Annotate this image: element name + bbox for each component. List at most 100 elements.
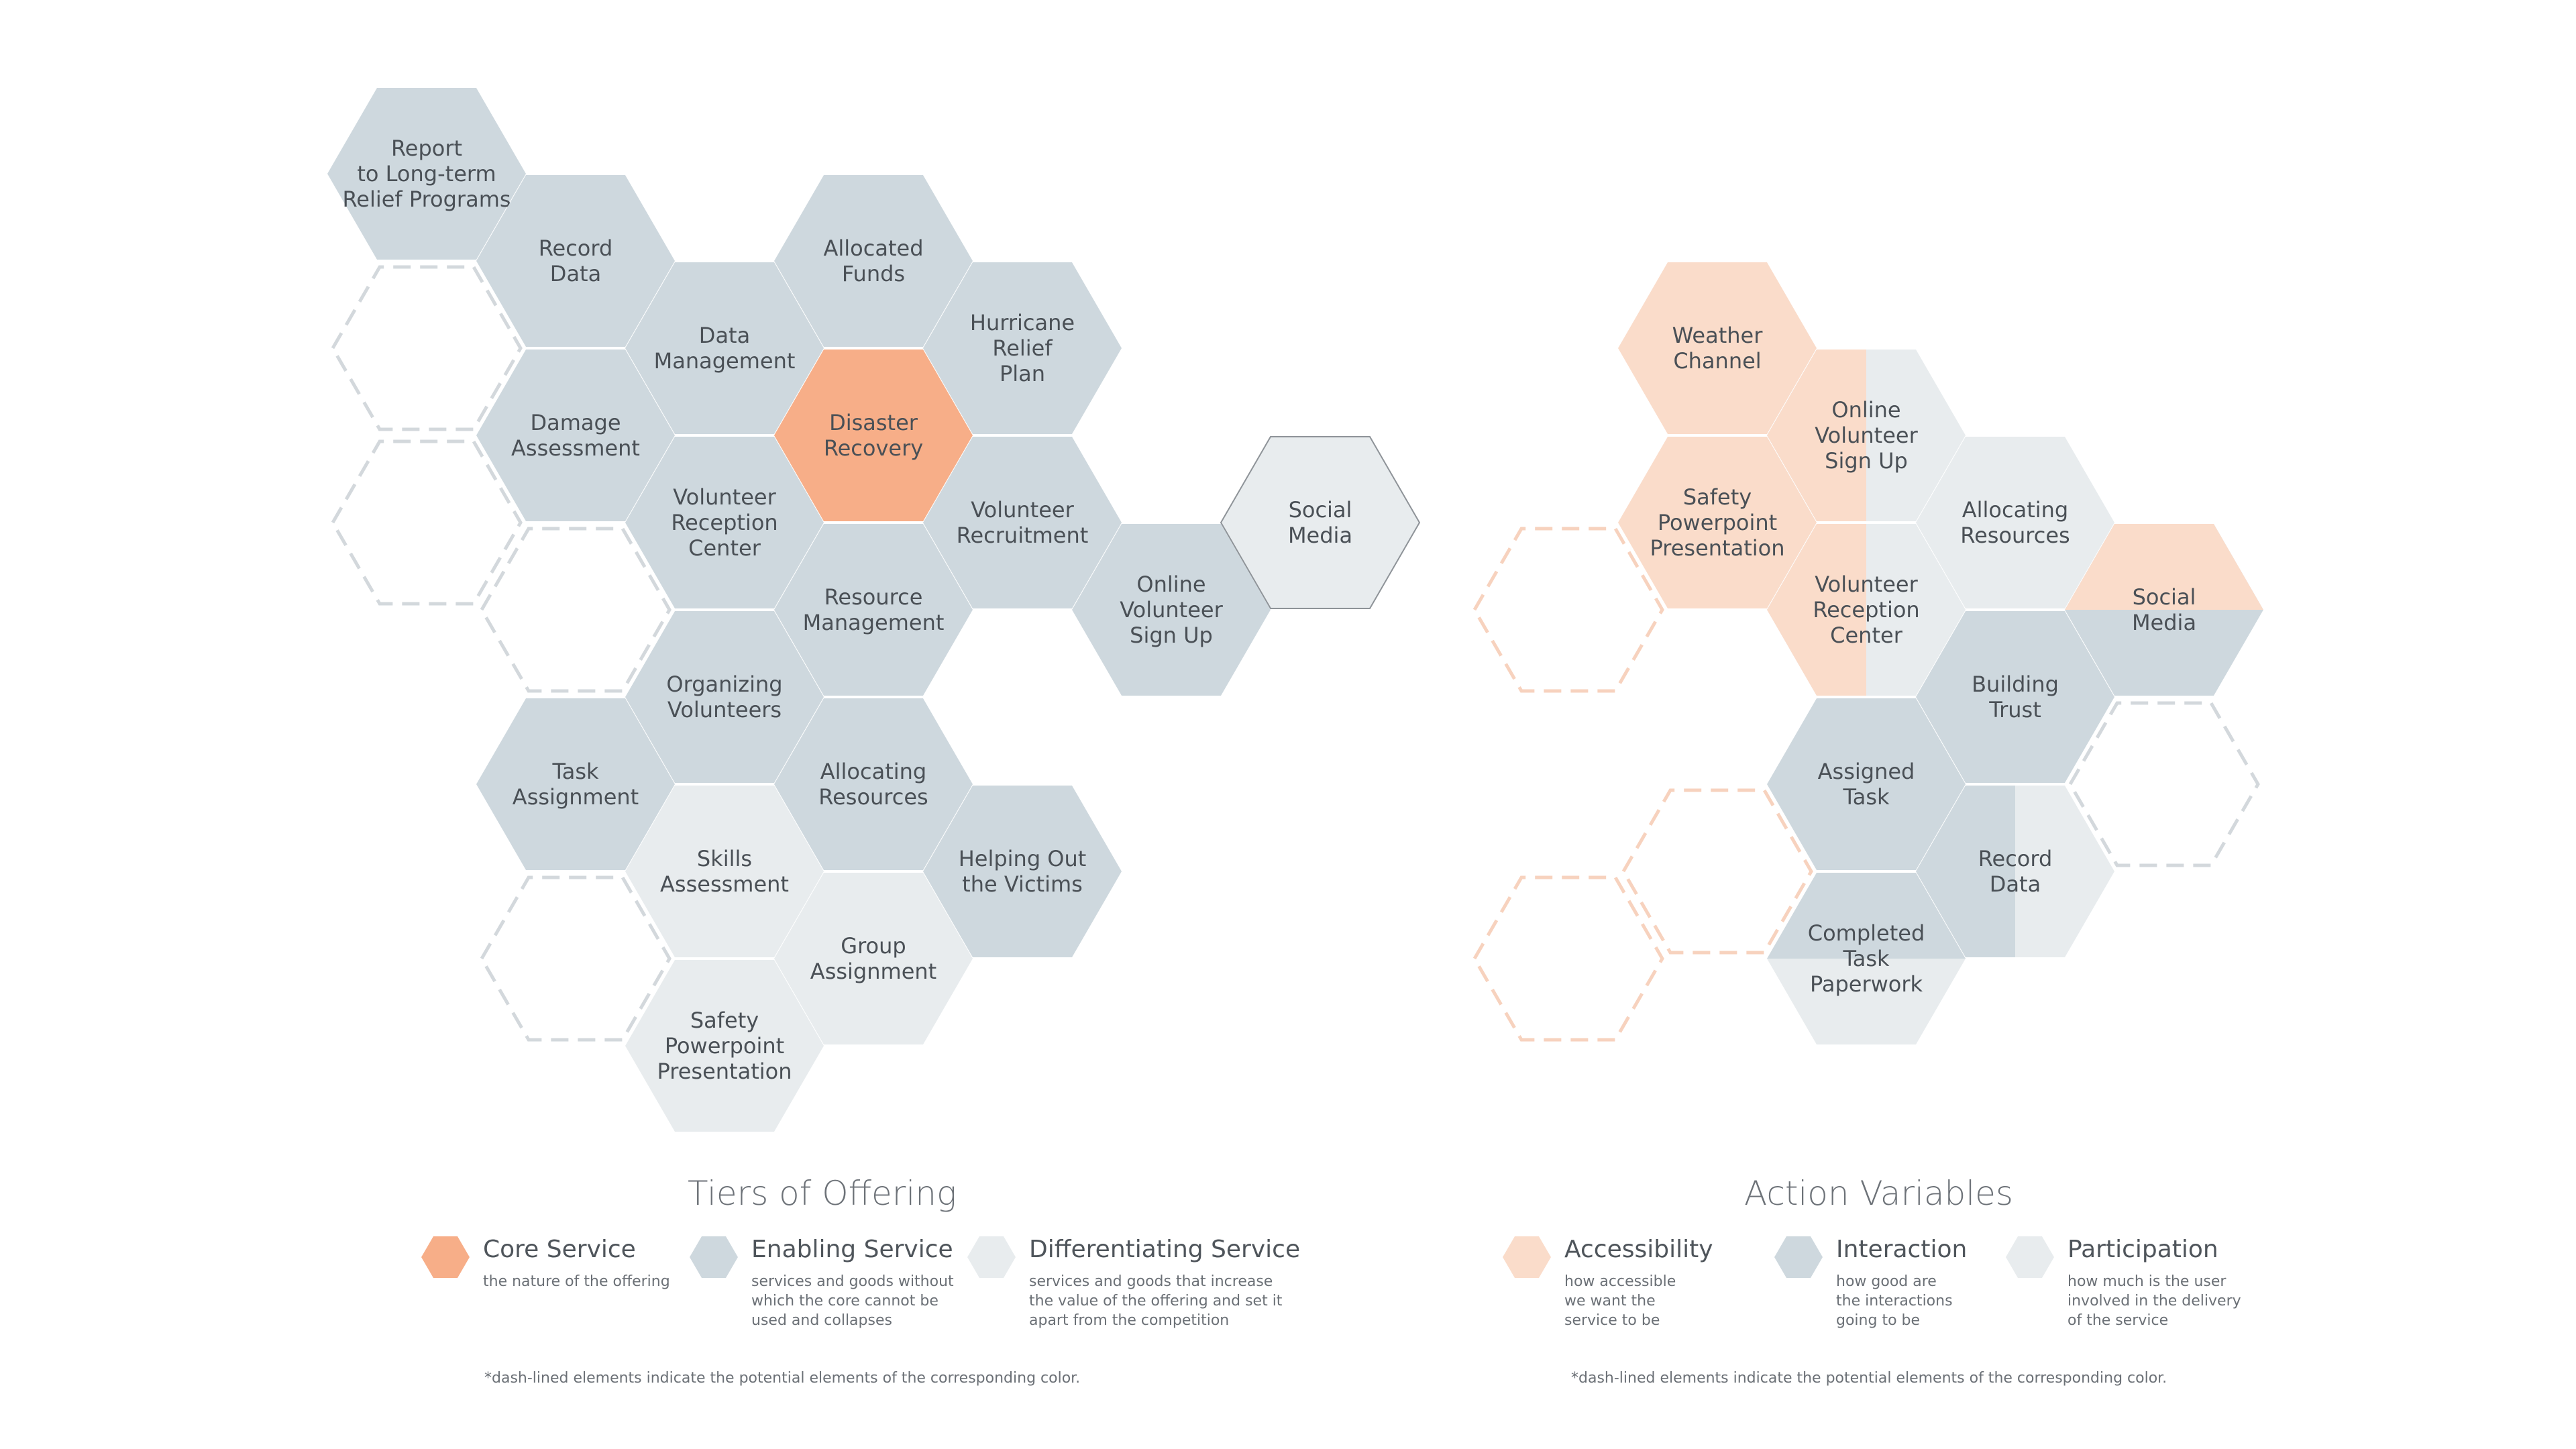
left-footnote: *dash-lined elements indicate the potent… <box>484 1370 1081 1387</box>
hexagon-shape-half <box>1767 350 1866 521</box>
hexagon-label: Record Data <box>539 235 613 286</box>
hexagon-social-media: Social Media <box>1220 436 1421 609</box>
hexagon-shape <box>327 88 526 260</box>
hexagon-shape <box>625 262 824 434</box>
legend-desc: how good are the interactions going to b… <box>1836 1273 1953 1329</box>
hexagon-shape-half <box>1767 524 1866 696</box>
hexagon-label: Volunteer Reception Center <box>671 484 777 561</box>
hexagon-label: Helping Out the Victims <box>959 846 1087 897</box>
hexagon-hurricane-relief-plan: Hurricane Relief Plan <box>923 262 1122 434</box>
hexagon-label: Safety Powerpoint Presentation <box>657 1008 792 1084</box>
action-hexagon-assigned-task: Assigned Task <box>1767 698 1966 870</box>
hexagon-shape <box>1220 436 1421 609</box>
hexagon-label: Volunteer Recruitment <box>957 497 1089 548</box>
dashed-hexagon-gray <box>480 875 672 1042</box>
hexagon-shape <box>625 611 824 783</box>
action-hexagon-completed-task-paperwork: Completed Task Paperwork <box>1767 873 1966 1044</box>
hexagon-label: Hurricane Relief Plan <box>970 310 1075 386</box>
hexagon-shape <box>625 960 824 1132</box>
hexagon-label: Online Volunteer Sign Up <box>1120 572 1223 648</box>
hexagon-shape-half <box>1916 786 2015 957</box>
action-hexagon-allocating-resources: Allocating Resources <box>1916 437 2114 608</box>
dashed-hexagon-gray <box>331 439 523 606</box>
hexagon-shape <box>625 437 824 608</box>
hexagon-label: Allocated Funds <box>824 235 924 286</box>
action-variables-hexagons: Weather Channel Online Volunteer Sign Up Safe… <box>1618 262 2263 1044</box>
legend-label: Accessibility <box>1564 1236 1713 1263</box>
hexagon-label: Volunteer Reception Center <box>1813 572 1919 648</box>
hexagon-disaster-recovery: Disaster Recovery <box>774 350 973 521</box>
interaction-swatch-icon <box>1774 1236 1823 1278</box>
hexagon-record-data: Record Data <box>476 175 675 347</box>
action-hexagon-safety-powerpoint-presentation: Safety Powerpoint Presentation <box>1618 437 1817 608</box>
hexagon-shape-half <box>1767 873 1966 959</box>
hexagon-data-management: Data Management <box>625 262 824 434</box>
hexagon-label: Skills Assessment <box>660 846 789 897</box>
dashed-hexagon-orange <box>1621 788 1813 955</box>
dashed-hexagon-orange <box>1472 527 1664 693</box>
legend-label: Participation <box>2068 1236 2218 1263</box>
right-diagram-title: Action Variables <box>1744 1174 2013 1213</box>
hexagon-shape <box>476 698 675 870</box>
hexagon-label: Weather Channel <box>1672 323 1764 374</box>
hexagon-label: Assigned Task <box>1818 759 1915 810</box>
legend-label: Core Service <box>483 1236 636 1263</box>
hexagon-shape <box>774 873 973 1044</box>
hexagon-label: Organizing Volunteers <box>666 672 782 722</box>
right-footnote: *dash-lined elements indicate the potent… <box>1571 1370 2167 1387</box>
hexagon-shape <box>1618 262 1817 434</box>
hexagon-shape <box>774 175 973 347</box>
hexagon-label: Disaster Recovery <box>824 410 923 461</box>
action-hexagon-weather-channel: Weather Channel <box>1618 262 1817 434</box>
hexagon-label: Building Trust <box>1972 672 2059 722</box>
action-hexagon-building-trust: Building Trust <box>1916 611 2114 783</box>
legend-label: Interaction <box>1836 1236 1968 1263</box>
differentiating-swatch-icon <box>967 1236 1016 1278</box>
hexagon-label: Record Data <box>1978 846 2053 897</box>
hexagon-label: Completed Task Paperwork <box>1808 920 1925 997</box>
hexagon-online-volunteer-signup: Online Volunteer Sign Up <box>1072 524 1271 696</box>
hexagon-helpingout-thevictims: Helping Out the Victims <box>923 786 1122 957</box>
participation-swatch-icon <box>2006 1236 2054 1278</box>
left-diagram-title: Tiers of Offering <box>688 1174 957 1213</box>
hexagon-damage-assessment: Damage Assessment <box>476 350 675 521</box>
legend-desc: how much is the user involved in the del… <box>2068 1273 2241 1329</box>
hexagon-volunteer-reception-center: Volunteer Reception Center <box>625 437 824 608</box>
action-hexagon-online-volunteer-signup: Online Volunteer Sign Up <box>1767 350 1966 521</box>
hexagon-label: Safety Powerpoint Presentation <box>1650 484 1785 561</box>
hexagon-group-assignment: Group Assignment <box>774 873 973 1044</box>
action-hexagon-social-media: Social Media <box>2065 524 2263 696</box>
hexagon-shape <box>1916 611 2114 783</box>
hexagon-label: Social Media <box>2132 584 2196 635</box>
hexagon-shape <box>476 350 675 521</box>
hexagon-shape <box>476 175 675 347</box>
hexagon-volunteer-recruitment: Volunteer Recruitment <box>923 437 1122 608</box>
hexagon-shape <box>625 786 824 957</box>
hexagon-shape <box>774 524 973 696</box>
dashed-hexagon-gray <box>2068 701 2260 867</box>
hexagon-label: Data Management <box>654 323 796 374</box>
legend-desc: the nature of the offering <box>483 1273 670 1290</box>
hexagon-label: Damage Assessment <box>511 410 640 461</box>
action-hexagon-record-data: Record Data <box>1916 786 2114 957</box>
hexagon-label: Group Assignment <box>810 933 936 984</box>
hexagon-shape <box>923 262 1122 434</box>
legend-desc: services and goods that increase the val… <box>1029 1273 1283 1329</box>
hexagon-label: Allocating Resources <box>1960 497 2070 548</box>
dashed-hexagon-gray <box>480 527 672 693</box>
hexagon-label: Report to Long-term Relief Programs <box>342 136 511 212</box>
hexagon-shape <box>1767 698 1966 870</box>
hexagon-shape <box>1916 437 2114 608</box>
legend-label: Enabling Service <box>751 1236 953 1263</box>
legend-desc: how accessible we want the service to be <box>1564 1273 1676 1329</box>
dashed-hexagon-orange <box>1472 875 1664 1042</box>
hexagon-shape <box>774 350 973 521</box>
hexagon-shape <box>774 698 973 870</box>
hexagon-shape <box>923 786 1122 957</box>
hexagon-resource-management: Resource Management <box>774 524 973 696</box>
action-hexagon-volunteer-reception-center: Volunteer Reception Center <box>1767 524 1966 696</box>
core-swatch-icon <box>421 1236 470 1278</box>
potential-elements <box>331 265 2260 1042</box>
hexagon-task-assignment: Task Assignment <box>476 698 675 870</box>
